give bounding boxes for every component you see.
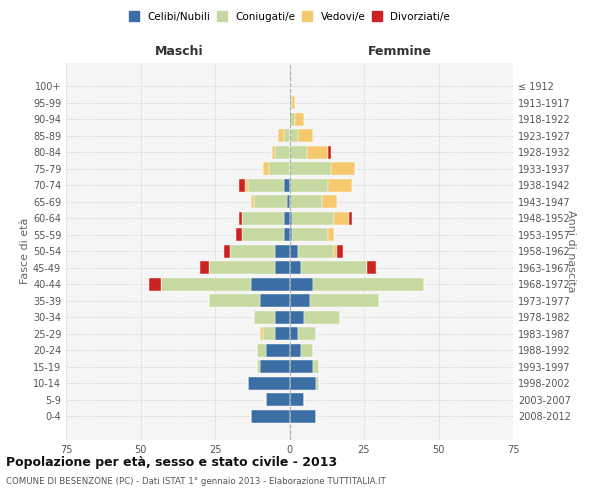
Bar — [310, 294, 379, 307]
Bar — [331, 162, 355, 175]
Bar — [236, 228, 242, 241]
Bar — [290, 96, 292, 109]
Bar — [298, 129, 313, 142]
Bar — [295, 112, 304, 126]
Bar — [209, 262, 275, 274]
Bar — [328, 178, 352, 192]
Bar — [245, 178, 248, 192]
Bar — [284, 178, 290, 192]
Bar — [251, 278, 290, 290]
Text: COMUNE DI BESENZONE (PC) - Dati ISTAT 1° gennaio 2013 - Elaborazione TUTTITALIA.: COMUNE DI BESENZONE (PC) - Dati ISTAT 1°… — [6, 478, 386, 486]
Bar — [290, 294, 310, 307]
Bar — [290, 212, 292, 224]
Bar — [298, 328, 316, 340]
Bar — [209, 294, 260, 307]
Bar — [260, 328, 263, 340]
Bar — [161, 278, 251, 290]
Bar — [275, 328, 290, 340]
Bar — [290, 228, 292, 241]
Bar — [290, 278, 313, 290]
Bar — [149, 278, 161, 290]
Bar — [257, 360, 260, 374]
Bar — [301, 262, 367, 274]
Bar — [292, 96, 295, 109]
Legend: Celibi/Nubili, Coniugati/e, Vedovi/e, Divorziati/e: Celibi/Nubili, Coniugati/e, Vedovi/e, Di… — [127, 9, 452, 24]
Bar — [275, 262, 290, 274]
Bar — [316, 377, 319, 390]
Bar — [290, 112, 295, 126]
Bar — [290, 377, 316, 390]
Bar — [272, 146, 275, 158]
Y-axis label: Anni di nascita: Anni di nascita — [566, 210, 576, 292]
Bar — [290, 178, 328, 192]
Bar — [290, 162, 331, 175]
Bar — [248, 178, 284, 192]
Bar — [287, 196, 290, 208]
Bar — [334, 245, 337, 258]
Bar — [239, 212, 242, 224]
Bar — [313, 360, 319, 374]
Bar — [254, 196, 287, 208]
Bar — [290, 262, 301, 274]
Bar — [242, 228, 284, 241]
Text: Femmine: Femmine — [368, 45, 432, 58]
Bar — [278, 129, 284, 142]
Bar — [260, 294, 290, 307]
Bar — [266, 394, 290, 406]
Bar — [263, 328, 275, 340]
Bar — [290, 245, 298, 258]
Bar — [367, 262, 376, 274]
Bar — [284, 212, 290, 224]
Bar — [284, 228, 290, 241]
Bar — [298, 245, 334, 258]
Y-axis label: Fasce di età: Fasce di età — [20, 218, 30, 284]
Bar — [290, 196, 322, 208]
Bar — [224, 245, 230, 258]
Bar — [328, 146, 331, 158]
Bar — [349, 212, 352, 224]
Bar — [290, 394, 304, 406]
Bar — [290, 311, 304, 324]
Bar — [284, 129, 290, 142]
Text: Maschi: Maschi — [155, 45, 203, 58]
Bar — [290, 129, 298, 142]
Bar — [290, 146, 307, 158]
Bar — [230, 245, 275, 258]
Bar — [313, 278, 424, 290]
Bar — [290, 344, 301, 357]
Bar — [263, 162, 269, 175]
Bar — [307, 146, 328, 158]
Bar — [242, 212, 284, 224]
Bar — [254, 311, 275, 324]
Bar — [301, 344, 313, 357]
Bar — [292, 228, 328, 241]
Bar — [337, 245, 343, 258]
Bar — [290, 360, 313, 374]
Bar — [292, 212, 334, 224]
Bar — [200, 262, 209, 274]
Bar — [239, 178, 245, 192]
Bar — [248, 377, 290, 390]
Bar — [251, 196, 254, 208]
Text: Popolazione per età, sesso e stato civile - 2013: Popolazione per età, sesso e stato civil… — [6, 456, 337, 469]
Bar — [275, 245, 290, 258]
Bar — [266, 344, 290, 357]
Bar — [275, 311, 290, 324]
Bar — [269, 162, 290, 175]
Bar — [275, 146, 290, 158]
Bar — [290, 328, 298, 340]
Bar — [304, 311, 340, 324]
Bar — [328, 228, 334, 241]
Bar — [260, 360, 290, 374]
Bar — [251, 410, 290, 423]
Bar — [257, 344, 266, 357]
Bar — [334, 212, 349, 224]
Bar — [290, 410, 316, 423]
Bar — [322, 196, 337, 208]
